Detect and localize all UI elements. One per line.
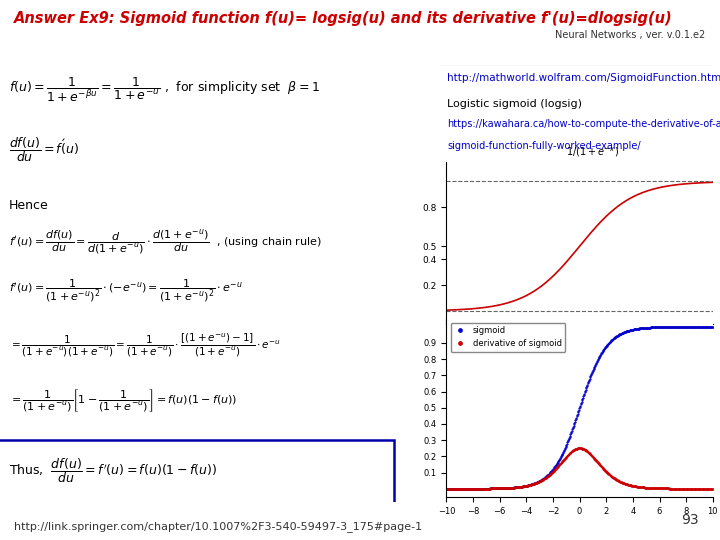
Text: Neural Networks , ver. v.0.1.e2: Neural Networks , ver. v.0.1.e2 — [555, 30, 706, 40]
Text: $f(u) = \dfrac{1}{1+e^{-\beta u}} = \dfrac{1}{1+e^{-u}}$ ,  for simplicity set  : $f(u) = \dfrac{1}{1+e^{-\beta u}} = \dfr… — [9, 76, 320, 104]
X-axis label: x: x — [576, 348, 583, 358]
derivative of sigmoid — [489, 485, 498, 492]
Text: $f'(u) = \dfrac{1}{(1+e^{-u})^2} \cdot (-e^{-u}) = \dfrac{1}{(1+e^{-u})^2} \cdot: $f'(u) = \dfrac{1}{(1+e^{-u})^2} \cdot (… — [9, 278, 243, 303]
FancyBboxPatch shape — [0, 440, 394, 504]
Text: Answer Ex9: Sigmoid function f(u)= logsig(u) and its derivative f'(u)=dlogsig(u): Answer Ex9: Sigmoid function f(u)= logsi… — [14, 11, 673, 26]
derivative of sigmoid — [442, 485, 451, 492]
Text: $1/(1+e^{-x})$: $1/(1+e^{-x})$ — [567, 145, 619, 159]
Line: sigmoid: sigmoid — [446, 326, 714, 490]
sigmoid — [708, 323, 717, 330]
Text: Hence: Hence — [9, 199, 49, 212]
Text: http://mathworld.wolfram.com/SigmoidFunction.html: http://mathworld.wolfram.com/SigmoidFunc… — [447, 72, 720, 83]
derivative of sigmoid — [621, 481, 629, 487]
derivative of sigmoid — [643, 484, 652, 491]
Text: $f'(u) = \dfrac{df(u)}{du} = \dfrac{d}{d(1+e^{-u})} \cdot \dfrac{d(1+e^{-u})}{du: $f'(u) = \dfrac{df(u)}{du} = \dfrac{d}{d… — [9, 227, 322, 255]
Text: Logistic sigmoid (logsig): Logistic sigmoid (logsig) — [447, 99, 582, 109]
Text: Thus,  $\dfrac{df(u)}{du} = f'(u) = f(u)(1-f(u))$: Thus, $\dfrac{df(u)}{du} = f'(u) = f(u)(… — [9, 456, 217, 485]
Text: http://link.springer.com/chapter/10.1007%2F3-540-59497-3_175#page-1: http://link.springer.com/chapter/10.1007… — [14, 521, 423, 532]
derivative of sigmoid — [562, 453, 571, 460]
sigmoid — [562, 440, 571, 447]
derivative of sigmoid — [600, 466, 608, 472]
Text: sigmoid-function-fully-worked-example/: sigmoid-function-fully-worked-example/ — [447, 140, 641, 151]
Text: 93: 93 — [681, 512, 698, 526]
derivative of sigmoid — [575, 445, 584, 451]
sigmoid — [510, 484, 519, 491]
derivative of sigmoid — [708, 485, 717, 492]
sigmoid — [643, 325, 652, 331]
Text: $\dfrac{df(u)}{du} = f\'(u)$: $\dfrac{df(u)}{du} = f\'(u)$ — [9, 135, 79, 164]
sigmoid — [489, 485, 498, 492]
Legend: sigmoid, derivative of sigmoid: sigmoid, derivative of sigmoid — [451, 323, 565, 352]
Text: https://kawahara.ca/how-to-compute-the-derivative-of-a-: https://kawahara.ca/how-to-compute-the-d… — [447, 119, 720, 129]
sigmoid — [620, 329, 629, 335]
sigmoid — [442, 485, 451, 492]
FancyBboxPatch shape — [436, 64, 716, 163]
Line: derivative of sigmoid: derivative of sigmoid — [446, 447, 714, 490]
derivative of sigmoid — [510, 484, 519, 491]
Text: $= \dfrac{1}{(1+e^{-u})(1+e^{-u})} = \dfrac{1}{(1+e^{-u})} \cdot \dfrac{[(1+e^{-: $= \dfrac{1}{(1+e^{-u})(1+e^{-u})} = \df… — [9, 332, 281, 360]
sigmoid — [599, 347, 608, 353]
Text: $= \dfrac{1}{(1+e^{-u})} \left[1 - \dfrac{1}{(1+e^{-u})}\right] = f(u)(1-f(u))$: $= \dfrac{1}{(1+e^{-u})} \left[1 - \dfra… — [9, 388, 238, 414]
